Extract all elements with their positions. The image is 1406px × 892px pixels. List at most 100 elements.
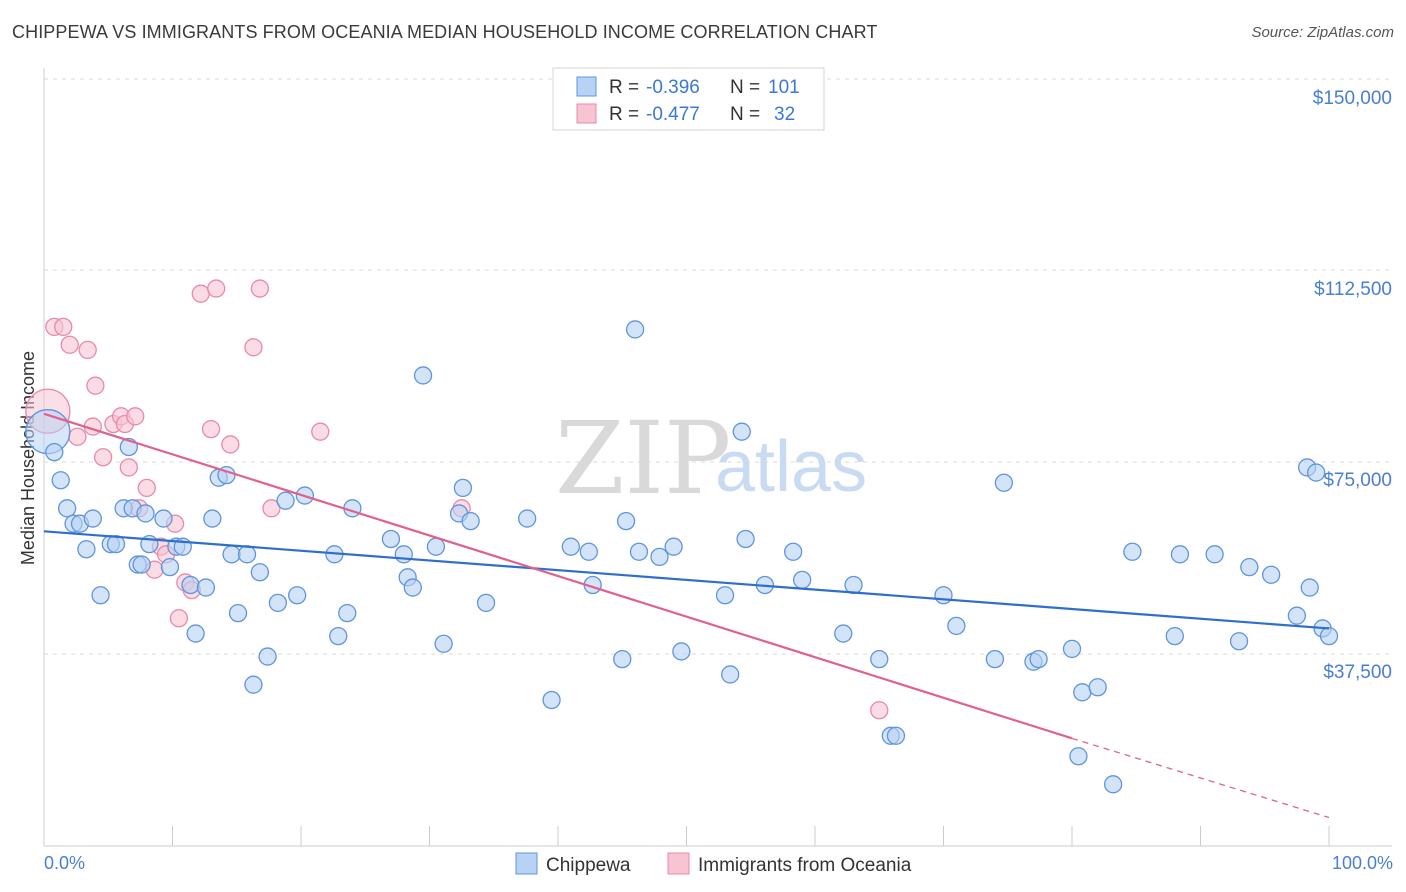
data-point-oceania: [60, 335, 79, 354]
data-point-chippewa: [461, 511, 480, 531]
data-point-chippewa: [91, 586, 110, 605]
legend-label-oceania: Immigrants from Oceania: [698, 855, 912, 876]
legend-bottom: Chippewa Immigrants from Oceania: [515, 852, 912, 876]
data-point-oceania: [68, 427, 87, 446]
data-point-chippewa: [106, 534, 126, 554]
data-point-chippewa: [1170, 545, 1190, 564]
y-tick-label: $75,000: [1323, 470, 1392, 491]
data-point-chippewa: [228, 603, 248, 623]
data-point-chippewa: [57, 499, 77, 518]
data-point-oceania: [250, 279, 270, 298]
data-point-chippewa: [629, 542, 649, 561]
legend-r-label: R =: [609, 104, 639, 125]
chart-source: Source: ZipAtlas.com: [1251, 24, 1394, 41]
legend-top: R = -0.396 N = 101 R = -0.477 N = 32: [552, 67, 825, 131]
data-point-chippewa: [1029, 649, 1048, 669]
data-point-chippewa: [715, 586, 735, 605]
chart-title: CHIPPEWA VS IMMIGRANTS FROM OCEANIA MEDI…: [12, 22, 878, 42]
data-point-oceania: [262, 499, 281, 518]
data-point-chippewa: [338, 603, 357, 623]
data-point-chippewa: [1073, 683, 1092, 702]
x-tick-marks: [43, 826, 1330, 846]
data-point-chippewa: [276, 491, 295, 510]
data-point-chippewa: [237, 545, 257, 564]
data-point-chippewa: [672, 642, 691, 661]
data-point-chippewa: [721, 665, 740, 684]
data-point-chippewa: [426, 537, 446, 556]
legend-n-value: 101: [768, 77, 800, 98]
data-point-chippewa: [287, 586, 307, 605]
data-point-chippewa: [45, 442, 64, 462]
legend-swatch-chippewa: [515, 852, 538, 875]
data-point-chippewa: [394, 545, 413, 564]
data-point-chippewa: [136, 504, 155, 523]
data-point-chippewa: [616, 511, 636, 531]
y-tick-label: $112,500: [1314, 279, 1392, 300]
data-point-chippewa: [1287, 606, 1307, 625]
data-point-chippewa: [985, 649, 1005, 669]
data-point-chippewa: [453, 478, 473, 498]
data-point-chippewa: [542, 690, 561, 710]
data-point-chippewa: [268, 593, 288, 613]
trendlines: [43, 412, 1330, 819]
data-point-chippewa: [793, 570, 812, 590]
data-point-oceania: [169, 609, 189, 628]
data-point-oceania: [191, 284, 210, 303]
data-point-chippewa: [403, 578, 422, 597]
data-point-chippewa: [518, 509, 537, 528]
data-point-chippewa: [1307, 463, 1326, 482]
legend-box: [552, 67, 825, 131]
data-point-oceania: [221, 435, 240, 454]
data-point-chippewa: [664, 537, 683, 556]
data-point-chippewa: [561, 537, 580, 556]
data-point-chippewa: [934, 586, 953, 605]
data-point-oceania: [207, 279, 226, 298]
data-point-chippewa: [83, 509, 102, 528]
data-point-chippewa: [77, 540, 96, 559]
data-point-chippewa: [1300, 578, 1319, 597]
data-point-chippewa: [732, 422, 751, 441]
data-point-oceania: [137, 478, 156, 498]
data-point-oceania: [870, 701, 889, 720]
data-point-chippewa: [51, 471, 70, 490]
data-point-oceania: [311, 422, 330, 441]
y-tick-label: $150,000: [1313, 88, 1392, 109]
data-point-chippewa: [579, 542, 598, 561]
trendline-chippewa: [43, 530, 1330, 630]
legend-label-chippewa: Chippewa: [546, 855, 631, 876]
y-axis-label: Median Household Income: [18, 351, 38, 565]
data-point-chippewa: [154, 509, 173, 528]
data-point-chippewa: [1069, 747, 1088, 766]
watermark-zip: ZIP: [555, 400, 731, 517]
legend-r-value: -0.396: [646, 77, 700, 98]
data-point-chippewa: [132, 555, 151, 574]
data-point-oceania: [78, 340, 97, 360]
data-point-chippewa: [244, 675, 263, 694]
data-point-oceania: [126, 407, 145, 426]
series-chippewa-points: [25, 320, 1339, 794]
data-point-chippewa: [1103, 775, 1123, 794]
gridlines: [44, 78, 1392, 655]
data-point-chippewa: [203, 509, 222, 528]
data-point-chippewa: [160, 557, 180, 577]
data-point-chippewa: [1165, 626, 1184, 646]
data-point-chippewa: [1205, 545, 1224, 564]
legend-r-label: R =: [609, 77, 639, 98]
data-point-chippewa: [1240, 557, 1259, 577]
data-point-chippewa: [181, 575, 200, 595]
data-point-oceania: [93, 448, 113, 467]
data-point-chippewa: [186, 624, 205, 643]
data-point-chippewa: [994, 473, 1014, 492]
data-point-chippewa: [196, 578, 216, 597]
x-tick-label: 0.0%: [44, 853, 85, 873]
data-point-chippewa: [844, 575, 863, 595]
data-point-oceania: [201, 419, 221, 439]
data-point-chippewa: [1062, 639, 1082, 659]
data-point-chippewa: [222, 545, 241, 564]
trendline-extension-oceania: [1071, 737, 1330, 819]
data-point-chippewa: [476, 593, 496, 613]
legend-r-value: -0.477: [646, 104, 700, 125]
legend-n-label: N =: [730, 104, 760, 125]
data-point-oceania: [119, 458, 138, 477]
